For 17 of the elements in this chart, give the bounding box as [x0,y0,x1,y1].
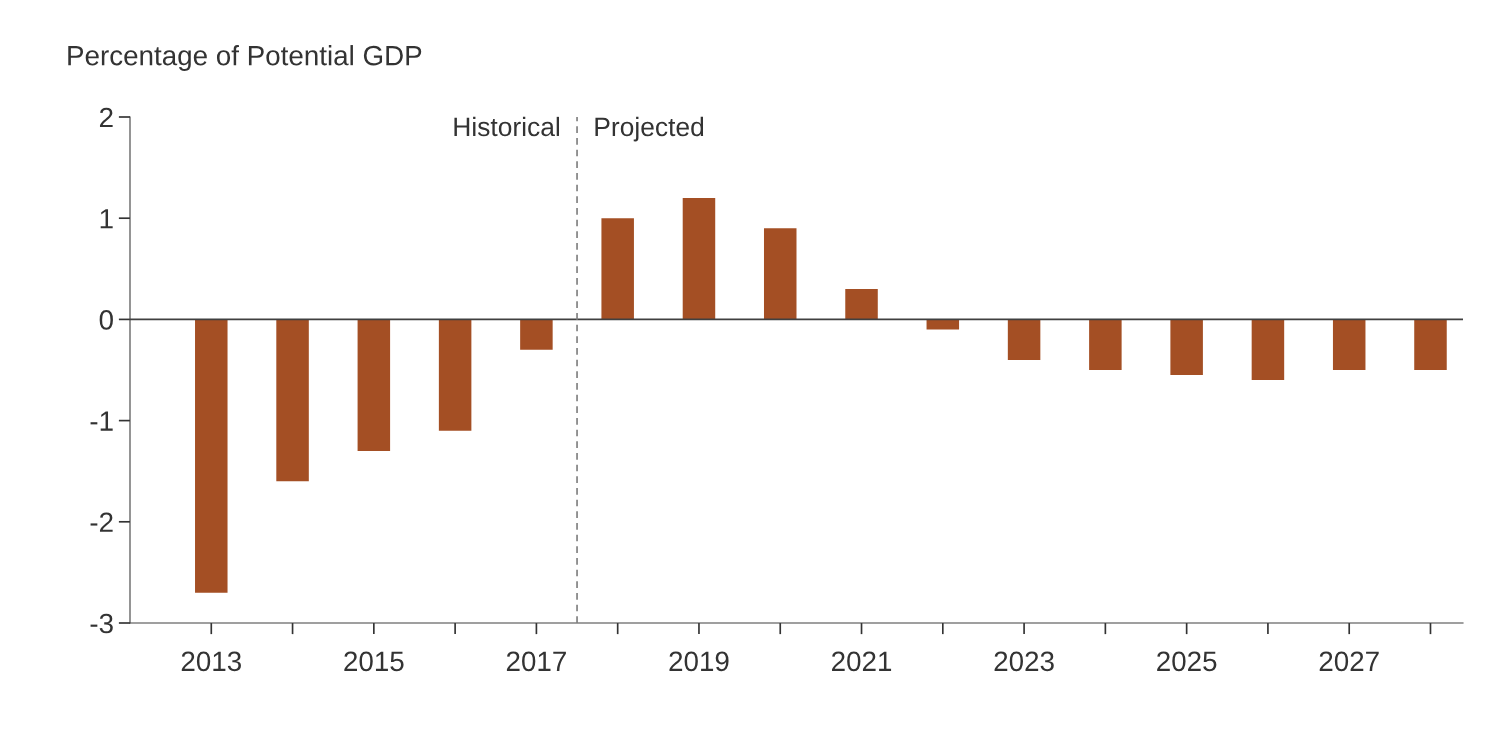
x-tick-label: 2025 [1157,651,1217,672]
x-tick-label: 2023 [994,651,1054,672]
y-axis-title: Percentage of Potential GDP [68,45,422,71]
x-tick-label: 2021 [832,651,892,672]
x-tick-label: 2027 [1319,651,1379,672]
y-tick-label: -1 [90,411,113,431]
x-tick-label: 2013 [181,651,241,672]
y-tick-label: -2 [90,512,113,532]
y-tick-label: 0 [99,310,113,330]
x-tick-label: 2015 [344,651,404,672]
annotation: Historical [454,116,560,137]
y-tick-label: -3 [90,613,113,634]
x-tick-label: 2019 [669,651,729,672]
y-tick-label: 1 [100,209,113,229]
annotation: Projected [595,116,704,142]
y-tick-label: 2 [99,107,113,128]
x-tick-label: 2017 [506,651,566,672]
